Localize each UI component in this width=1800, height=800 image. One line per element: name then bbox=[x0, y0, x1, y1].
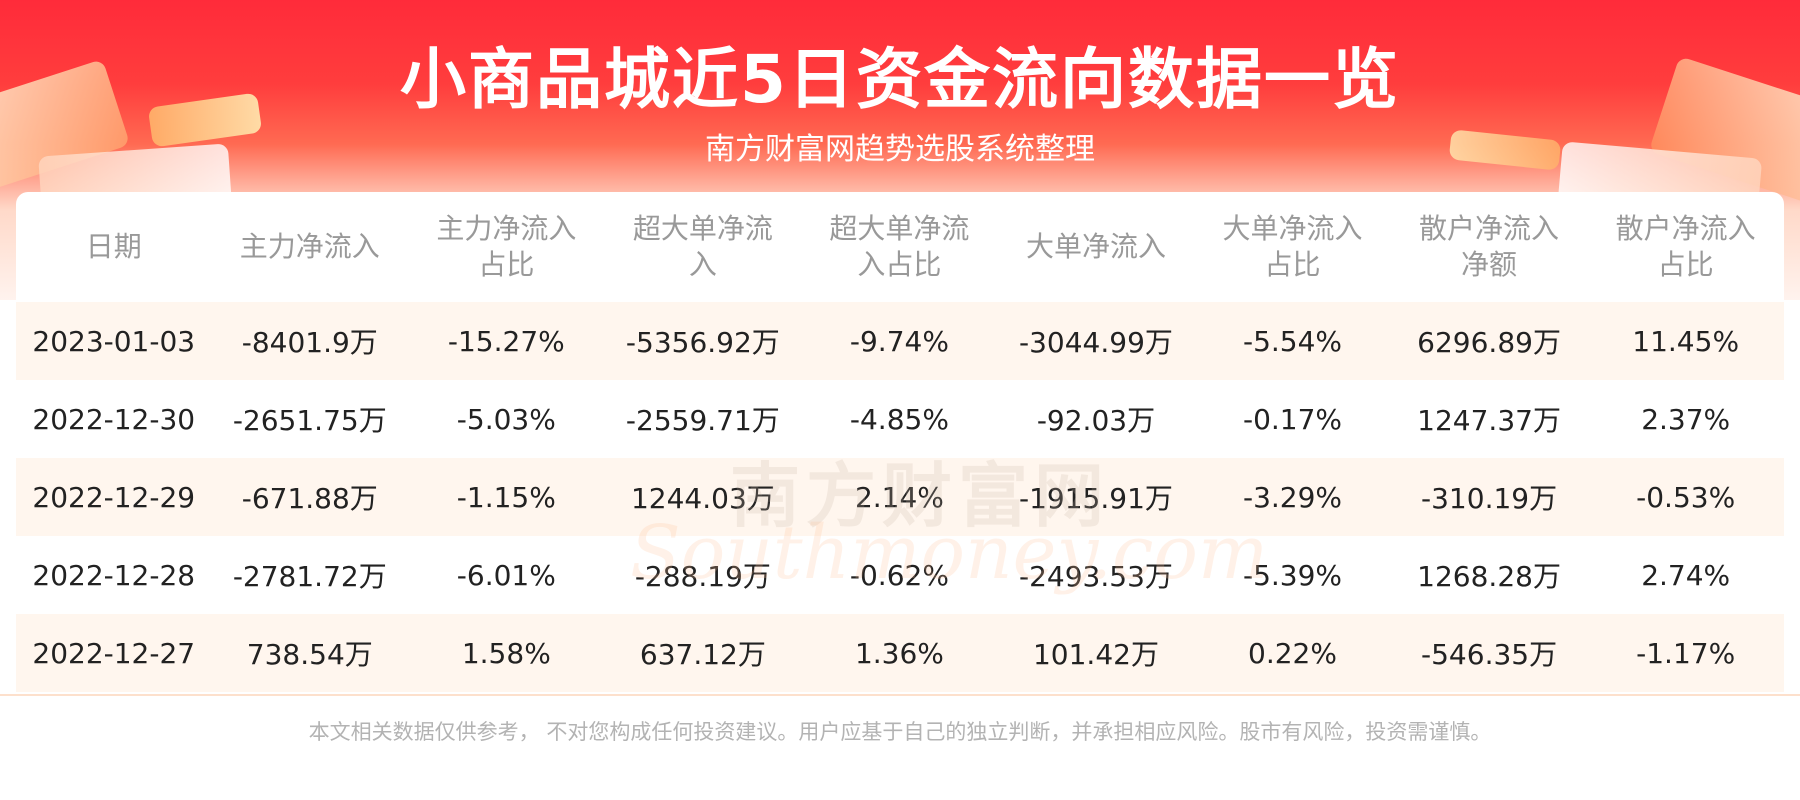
value-cell: -6.01% bbox=[408, 536, 605, 614]
table-row: 2022-12-29 -671.88万 -1.15% 1244.03万 2.14% -19… bbox=[16, 458, 1784, 536]
column-header: 主力净流入 bbox=[239, 230, 380, 263]
value-cell: -1.17% bbox=[1587, 614, 1784, 692]
date-cell: 2022-12-28 bbox=[16, 536, 212, 614]
table-row: 2022-12-27 738.54万 1.58% 637.12万 1.36% 101.42… bbox=[16, 614, 1784, 692]
disclaimer-text: 本文相关数据仅供参考， 不对您构成任何投资建议。用户应基于自己的独立判断，并承担… bbox=[308, 720, 1492, 744]
value-cell: 738.54万 bbox=[211, 614, 409, 692]
column-header: 散户净流入 净额 bbox=[1419, 212, 1560, 281]
date-cell: 2022-12-27 bbox=[16, 614, 212, 692]
table-row: 2022-12-28 -2781.72万 -6.01% -288.19万 -0.62% -… bbox=[16, 536, 1784, 614]
date-cell: 2022-12-29 bbox=[16, 458, 212, 536]
value-cell: -0.62% bbox=[801, 536, 998, 614]
value-cell: 101.42万 bbox=[997, 614, 1195, 692]
value-cell: -4.85% bbox=[801, 380, 998, 458]
column-header: 大单净流入 占比 bbox=[1222, 212, 1363, 281]
table-row: 2022-12-30 -2651.75万 -5.03% -2559.71万 -4.85%… bbox=[16, 380, 1784, 458]
value-cell: -5356.92万 bbox=[604, 302, 802, 380]
value-cell: -5.54% bbox=[1194, 302, 1391, 380]
value-cell: -1915.91万 bbox=[997, 458, 1195, 536]
value-cell: -2781.72万 bbox=[211, 536, 409, 614]
value-cell: -0.53% bbox=[1587, 458, 1784, 536]
column-header: 大单净流入 bbox=[1025, 230, 1166, 263]
date-cell: 2022-12-30 bbox=[16, 380, 212, 458]
column-header: 超大单净流 入占比 bbox=[829, 212, 970, 281]
value-cell: 11.45% bbox=[1587, 302, 1784, 380]
value-cell: -15.27% bbox=[408, 302, 605, 380]
value-cell: 1268.28万 bbox=[1390, 536, 1588, 614]
table-row: 2023-01-03 -8401.9万 -15.27% -5356.92万 -9.74%… bbox=[16, 302, 1784, 380]
value-cell: 1.36% bbox=[801, 614, 998, 692]
value-cell: -288.19万 bbox=[604, 536, 802, 614]
value-cell: -2559.71万 bbox=[604, 380, 802, 458]
value-cell: -0.17% bbox=[1194, 380, 1391, 458]
column-header: 超大单净流入 bbox=[632, 212, 773, 281]
value-cell: 6296.89万 bbox=[1390, 302, 1588, 380]
value-cell: -3.29% bbox=[1194, 458, 1391, 536]
column-header: 日期 bbox=[85, 230, 142, 263]
value-cell: 1247.37万 bbox=[1390, 380, 1588, 458]
table-body: 2023-01-03 -8401.9万 -15.27% -5356.92万 -9.74%… bbox=[16, 302, 1784, 692]
value-cell: -1.15% bbox=[408, 458, 605, 536]
table-header-row: 日期 主力净流入 主力净流入 占比 超大单净流入超大单净流 入占比 大单净流入 大单净流入 占比… bbox=[16, 192, 1784, 302]
value-cell: -2651.75万 bbox=[211, 380, 409, 458]
page-subtitle: 南方财富网趋势选股系统整理 bbox=[705, 132, 1095, 167]
value-cell: -671.88万 bbox=[211, 458, 409, 536]
value-cell: 1.58% bbox=[408, 614, 605, 692]
value-cell: 2.14% bbox=[801, 458, 998, 536]
value-cell: 2.37% bbox=[1587, 380, 1784, 458]
date-cell: 2023-01-03 bbox=[16, 302, 212, 380]
value-cell: -546.35万 bbox=[1390, 614, 1588, 692]
value-cell: -8401.9万 bbox=[211, 302, 409, 380]
value-cell: 637.12万 bbox=[604, 614, 802, 692]
value-cell: -2493.53万 bbox=[997, 536, 1195, 614]
value-cell: -5.39% bbox=[1194, 536, 1391, 614]
value-cell: 0.22% bbox=[1194, 614, 1391, 692]
column-header: 主力净流入 占比 bbox=[436, 212, 577, 281]
value-cell: -310.19万 bbox=[1390, 458, 1588, 536]
value-cell: -92.03万 bbox=[997, 380, 1195, 458]
value-cell: -3044.99万 bbox=[997, 302, 1195, 380]
page-title: 小商品城近5日资金流向数据一览 bbox=[400, 41, 1400, 118]
value-cell: -5.03% bbox=[408, 380, 605, 458]
value-cell: 2.74% bbox=[1587, 536, 1784, 614]
value-cell: 1244.03万 bbox=[604, 458, 802, 536]
column-header: 散户净流入 占比 bbox=[1615, 212, 1756, 281]
fund-flow-table: 日期 主力净流入 主力净流入 占比 超大单净流入超大单净流 入占比 大单净流入 大单净流入 占比… bbox=[16, 192, 1784, 692]
footer-divider bbox=[0, 694, 1800, 696]
value-cell: -9.74% bbox=[801, 302, 998, 380]
